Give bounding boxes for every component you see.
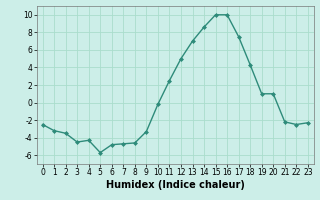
X-axis label: Humidex (Indice chaleur): Humidex (Indice chaleur) [106,180,244,190]
